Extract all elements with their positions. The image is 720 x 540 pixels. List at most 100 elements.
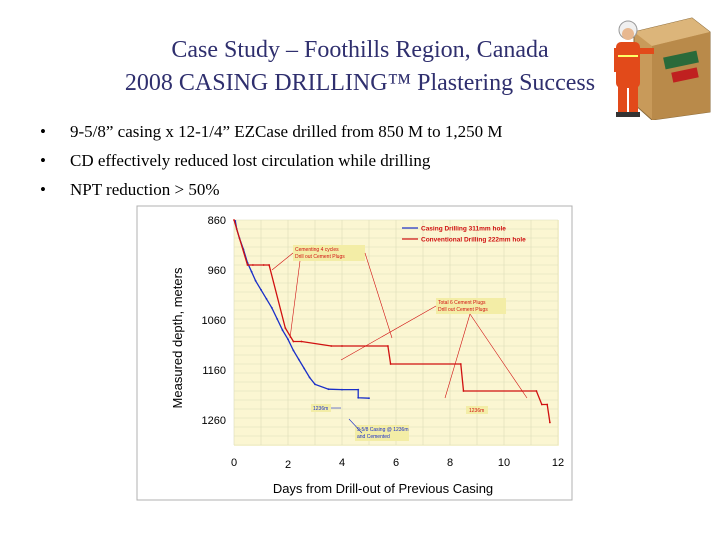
- data-point-conventional: [459, 363, 462, 365]
- data-point-casing: [297, 358, 300, 361]
- data-point-conventional: [341, 345, 343, 347]
- callout-box: [355, 425, 409, 441]
- data-point-casing: [292, 349, 295, 352]
- data-point-casing: [281, 329, 284, 332]
- y-tick-labels: 860 960 1060 1160 1260: [202, 215, 226, 427]
- data-point-conventional: [549, 421, 551, 424]
- callout-text: and Cemented: [357, 434, 390, 440]
- leader-line: [444, 313, 471, 399]
- data-point-conventional: [252, 264, 254, 266]
- x-tick-label: 0: [231, 457, 237, 469]
- annotation-cementing: Cementing 4 cycles Drill out Cement Plug…: [293, 245, 365, 261]
- bullet-dot: •: [40, 180, 46, 199]
- annotation-casing-set: 9-5/8 Casing @ 1236m and Cemented: [355, 425, 409, 441]
- data-point-casing: [287, 338, 289, 341]
- gridlines: [233, 219, 559, 446]
- bullet-item-3: • NPT reduction > 50%: [40, 175, 502, 204]
- data-point-conventional: [540, 403, 543, 406]
- bullet-dot: •: [40, 122, 46, 141]
- title-line-1: Case Study – Foothills Region, Canada: [171, 37, 549, 63]
- data-point-conventional: [262, 264, 265, 266]
- data-point-casing: [254, 279, 257, 282]
- data-point-casing: [341, 388, 343, 391]
- callout-text: 1236m: [469, 408, 484, 414]
- data-point-casing: [260, 288, 262, 291]
- annotation-depth-red: 1236m: [466, 406, 488, 414]
- callout-text: Cementing 4 cycles: [295, 247, 339, 253]
- leader-line: [469, 313, 528, 399]
- data-point-casing: [327, 388, 330, 391]
- data-point-casing: [357, 388, 360, 391]
- data-point-conventional: [462, 390, 465, 392]
- data-point-casing: [303, 367, 306, 370]
- y-tick-label: 1160: [202, 365, 226, 377]
- leader-line: [348, 418, 363, 434]
- annotation-cement-plugs: Total 6 Cement Plugs Drill out Cement Pl…: [436, 298, 506, 314]
- bullet-text-1: 9-5/8” casing x 12-1/4” EZCase drilled f…: [70, 122, 503, 141]
- data-point-casing: [250, 270, 253, 273]
- data-point-casing: [368, 397, 370, 400]
- bullet-item-1: • 9-5/8” casing x 12-1/4” EZCase drilled …: [40, 117, 502, 146]
- data-point-conventional: [387, 345, 389, 347]
- mascot-logo-icon: [614, 17, 711, 120]
- callout-text: Drill out Cement Plugs: [438, 307, 488, 313]
- callout-text: Drill out Cement Plugs: [295, 254, 345, 260]
- bullet-list: • 9-5/8” casing x 12-1/4” EZCase drilled …: [40, 117, 502, 204]
- series-group: [233, 219, 551, 424]
- leader-line: [271, 252, 294, 271]
- x-tick-label: 10: [498, 457, 510, 469]
- data-point-conventional: [535, 390, 538, 392]
- callout-text: 1236m: [313, 406, 328, 412]
- data-point-conventional: [268, 264, 270, 266]
- data-point-conventional: [330, 345, 333, 347]
- y-axis-label: Measured depth, meters: [170, 267, 185, 408]
- data-point-conventional: [300, 340, 303, 343]
- annotation-depth-blue: 1236m: [311, 404, 331, 412]
- y-tick-label: 960: [208, 265, 226, 277]
- leader-line: [289, 260, 301, 339]
- callout-box: [311, 404, 331, 412]
- callout-leaders: [271, 252, 528, 434]
- data-point-casing: [270, 306, 273, 309]
- y-tick-label: 860: [208, 215, 226, 227]
- bullet-item-2: • CD effectively reduced lost circulation…: [40, 146, 502, 175]
- title-line-2: 2008 CASING DRILLING™ Plastering Success: [124, 70, 596, 96]
- x-tick-label: 8: [447, 457, 453, 469]
- x-tick-label: 2: [285, 459, 291, 471]
- y-tick-label: 1260: [202, 415, 226, 427]
- leader-line: [340, 305, 437, 361]
- bullet-text-2: CD effectively reduced lost circulation …: [70, 151, 431, 170]
- callout-box: [436, 298, 506, 314]
- data-point-casing: [276, 318, 279, 320]
- callout-box: [293, 245, 365, 261]
- callout-box: [466, 406, 488, 414]
- bullet-text-3: NPT reduction > 50%: [70, 180, 220, 199]
- data-point-conventional: [292, 340, 295, 343]
- data-point-casing: [314, 383, 316, 386]
- bullet-dot: •: [40, 151, 46, 170]
- legend-label-casing: Casing Drilling 311mm hole: [421, 226, 506, 233]
- callout-text: 9-5/8 Casing @ 1236m: [357, 427, 409, 433]
- y-tick-label: 1060: [202, 315, 226, 327]
- data-point-conventional: [284, 327, 287, 329]
- plot-area: [234, 220, 559, 446]
- data-point-conventional: [246, 264, 249, 266]
- x-tick-label: 4: [339, 457, 345, 469]
- callout-text: Total 6 Cement Plugs: [438, 300, 486, 306]
- slide-title: Case Study – Foothills Region, Canada 20…: [0, 34, 720, 100]
- series-line-conventional-drilling: [233, 219, 551, 423]
- data-point-conventional: [546, 403, 549, 406]
- data-point-casing: [265, 297, 268, 300]
- data-point-conventional: [233, 219, 235, 221]
- legend-label-conventional: Conventional Drilling 222mm hole: [421, 237, 526, 244]
- data-point-conventional: [389, 363, 392, 365]
- x-tick-labels: 0 2 4 6 8 10 12: [231, 457, 564, 471]
- legend: Casing Drilling 311mm hole Conventional …: [402, 226, 526, 244]
- leader-line: [364, 252, 393, 339]
- x-tick-label: 12: [552, 457, 564, 469]
- data-point-casing: [357, 396, 360, 399]
- x-tick-label: 6: [393, 457, 399, 469]
- data-point-casing: [308, 376, 311, 379]
- x-axis-label: Days from Drill-out of Previous Casing: [273, 481, 493, 496]
